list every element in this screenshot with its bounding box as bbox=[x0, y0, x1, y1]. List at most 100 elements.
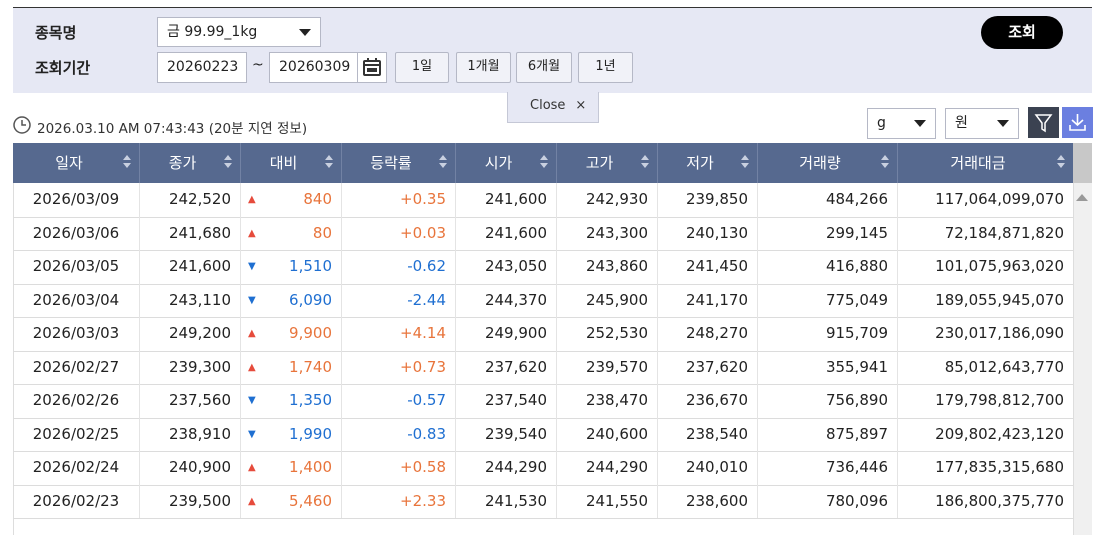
table-cell: 241,550 bbox=[585, 491, 648, 510]
table-cell: 242,930 bbox=[585, 190, 648, 208]
column-header[interactable]: 시가 bbox=[484, 154, 513, 172]
column-divider bbox=[341, 183, 342, 217]
sort-icon bbox=[741, 163, 749, 168]
sort-icon bbox=[741, 155, 749, 160]
column-header[interactable]: 등락률 bbox=[370, 154, 412, 172]
column-divider bbox=[757, 250, 758, 284]
date-separator: ~ bbox=[252, 57, 264, 73]
table-cell: 240,130 bbox=[685, 223, 748, 242]
table-cell: 230,017,186,090 bbox=[935, 324, 1064, 342]
column-divider bbox=[657, 216, 658, 250]
item-label: 종목명 bbox=[35, 24, 77, 42]
table-cell: 249,900 bbox=[484, 324, 547, 342]
table-cell: 241,680 bbox=[168, 223, 231, 242]
table-cell: 237,560 bbox=[168, 391, 231, 409]
column-divider bbox=[240, 283, 241, 317]
column-header[interactable]: 거래량 bbox=[799, 154, 841, 172]
table-cell: 179,798,812,700 bbox=[935, 391, 1064, 409]
range-button[interactable]: 1일 bbox=[395, 52, 449, 83]
column-divider bbox=[657, 451, 658, 485]
table-cell: 2026/02/27 bbox=[32, 357, 120, 376]
table-cell: 244,290 bbox=[585, 458, 648, 476]
column-divider bbox=[757, 283, 758, 317]
sort-icon bbox=[123, 163, 131, 168]
change-arrow: ▲ bbox=[248, 194, 256, 205]
close-label: Close bbox=[530, 98, 566, 113]
column-header[interactable]: 대비 bbox=[269, 154, 298, 172]
range-button[interactable]: 1년 bbox=[578, 52, 633, 83]
column-divider bbox=[341, 451, 342, 485]
column-divider bbox=[139, 283, 140, 317]
column-divider bbox=[556, 384, 557, 418]
table-cell: 239,300 bbox=[168, 357, 231, 376]
column-divider bbox=[139, 484, 140, 518]
row-divider bbox=[13, 216, 1073, 218]
column-divider bbox=[455, 183, 456, 217]
column-divider bbox=[897, 250, 898, 284]
table-cell: 875,897 bbox=[825, 424, 888, 443]
table-cell: -0.83 bbox=[407, 424, 446, 443]
column-header[interactable]: 일자 bbox=[55, 154, 83, 172]
table-cell: 2026/03/05 bbox=[32, 257, 120, 275]
filter-button[interactable] bbox=[1028, 107, 1059, 138]
table-cell: 2026/02/24 bbox=[32, 458, 120, 476]
column-divider bbox=[657, 484, 658, 518]
timestamp: 2026.03.10 AM 07:43:43 bbox=[37, 121, 205, 137]
change-arrow: ▲ bbox=[248, 361, 256, 373]
column-divider bbox=[240, 417, 241, 451]
column-divider bbox=[757, 384, 758, 418]
close-tab[interactable]: Close × bbox=[507, 92, 599, 123]
column-divider bbox=[341, 350, 342, 384]
item-select[interactable]: 금 99.99_1kg bbox=[157, 17, 321, 47]
column-divider bbox=[455, 384, 456, 418]
column-header[interactable]: 거래대금 bbox=[950, 154, 1006, 172]
sort-icon bbox=[1057, 155, 1065, 160]
column-header[interactable]: 고가 bbox=[585, 154, 614, 172]
sort-icon bbox=[325, 155, 333, 160]
column-header[interactable]: 저가 bbox=[686, 154, 714, 172]
scroll-up-arrow[interactable] bbox=[1076, 194, 1088, 201]
table-cell: 1,510 bbox=[289, 257, 332, 275]
change-arrow: ▼ bbox=[248, 428, 256, 440]
scrollbar bbox=[1073, 143, 1092, 535]
column-divider bbox=[556, 451, 557, 485]
column-divider bbox=[657, 250, 658, 284]
table-cell: 239,500 bbox=[168, 491, 231, 510]
column-divider bbox=[455, 283, 456, 317]
table-cell: 416,880 bbox=[825, 257, 888, 275]
end-date-input[interactable]: 20260309 bbox=[269, 52, 358, 83]
range-button[interactable]: 6개월 bbox=[516, 52, 572, 83]
column-divider bbox=[757, 451, 758, 485]
filter-icon bbox=[1034, 114, 1053, 133]
table-cell: 238,600 bbox=[685, 491, 748, 510]
sort-icon bbox=[881, 155, 889, 160]
calendar-button[interactable] bbox=[357, 52, 387, 83]
table-cell: 2026/02/26 bbox=[32, 391, 120, 409]
column-divider bbox=[240, 384, 241, 418]
change-arrow: ▼ bbox=[248, 294, 256, 306]
table-cell: 238,540 bbox=[685, 424, 748, 443]
table-cell: 2026/03/04 bbox=[32, 290, 120, 309]
column-header[interactable]: 종가 bbox=[168, 154, 197, 172]
table-cell: 242,520 bbox=[168, 190, 231, 208]
search-button[interactable]: 조회 bbox=[981, 16, 1063, 49]
table-cell: 1,350 bbox=[289, 391, 332, 409]
table-cell: 355,941 bbox=[825, 357, 888, 376]
column-divider bbox=[897, 484, 898, 518]
table-cell: 241,600 bbox=[168, 257, 231, 275]
table-cell: 484,266 bbox=[825, 190, 888, 208]
table-cell: 101,075,963,020 bbox=[935, 257, 1064, 275]
start-date-input[interactable]: 20260223 bbox=[157, 52, 247, 83]
column-divider bbox=[455, 216, 456, 250]
table-cell: 117,064,099,070 bbox=[935, 190, 1064, 208]
clock-icon bbox=[13, 116, 31, 134]
weight-select[interactable]: g bbox=[867, 108, 936, 139]
download-button[interactable] bbox=[1062, 107, 1093, 138]
table-cell: 244,370 bbox=[484, 290, 547, 309]
header-divider bbox=[657, 143, 658, 183]
range-button[interactable]: 1개월 bbox=[456, 52, 511, 83]
currency-select[interactable]: 원 bbox=[945, 108, 1019, 139]
table-cell: 189,055,945,070 bbox=[935, 290, 1064, 309]
table-cell: 240,010 bbox=[685, 458, 748, 476]
